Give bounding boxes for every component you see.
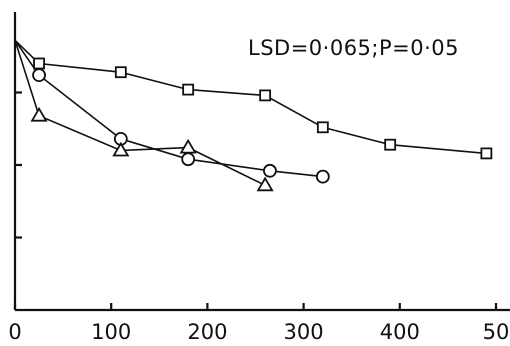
axes — [13, 12, 510, 312]
x-tick-label: 200 — [187, 320, 227, 344]
data-point-square — [114, 66, 127, 79]
x-tick-label: 50 — [483, 320, 510, 344]
series-line-circle — [14, 39, 323, 178]
data-point-square — [182, 83, 195, 96]
data-point-triangle — [112, 141, 130, 157]
data-point-square — [33, 57, 45, 70]
x-tick-labels: 0 100 200 300 400 50 — [8, 320, 509, 344]
x-tick-label: 0 — [8, 320, 21, 344]
data-point-circle — [32, 68, 46, 82]
data-point-circle — [181, 152, 196, 167]
data-point-triangle — [179, 138, 197, 154]
series-layer — [14, 39, 487, 187]
data-point-square — [316, 121, 329, 134]
lsd-annotation: LSD=0·065;P=0·05 — [248, 36, 459, 60]
data-point-square — [259, 89, 272, 102]
data-point-circle — [263, 163, 277, 178]
series-line-triangle — [14, 40, 266, 187]
x-tick-label: 400 — [380, 320, 420, 344]
x-tick-label: 100 — [91, 320, 131, 344]
data-point-triangle — [30, 106, 48, 122]
x-tick-label: 300 — [284, 320, 324, 344]
data-point-square — [480, 147, 493, 160]
data-point-circle — [315, 169, 330, 184]
data-point-square — [384, 138, 397, 151]
series-line-square — [14, 39, 487, 155]
marker-layer — [30, 57, 493, 192]
data-point-triangle — [256, 176, 274, 192]
